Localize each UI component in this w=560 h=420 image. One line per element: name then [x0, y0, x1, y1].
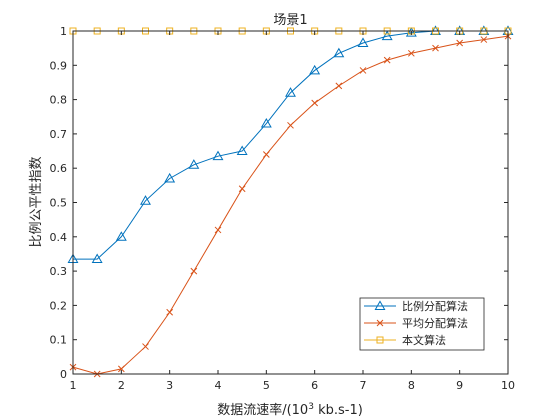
- x-axis-label-main: 数据流速率/(10: [217, 402, 308, 418]
- marker-stroke: [238, 185, 246, 193]
- marker-stroke: [214, 226, 222, 234]
- legend-item-2: 平均分配算法: [364, 316, 468, 330]
- marker-stroke: [311, 99, 319, 107]
- legend-label: 本文算法: [402, 333, 446, 347]
- x-axis-label: 数据流速率/(103 kb.s-1): [217, 402, 363, 418]
- data-point: [236, 145, 248, 155]
- y-tick-label: 0.4: [50, 231, 68, 244]
- marker-stroke: [190, 267, 198, 275]
- x-tick-label: 8: [408, 379, 415, 392]
- tick-layer: 1 2 3 4 5 6 7 8 9 10 0 0.1 0.2 0.3 0.4 0.5 0.6 0.7 0.8 0.9 1: [50, 25, 516, 392]
- data-point: [238, 185, 246, 193]
- marker-stroke: [335, 82, 343, 90]
- marker-stroke: [166, 308, 174, 316]
- y-tick-label: 0.9: [50, 59, 68, 72]
- x-tick-label: 9: [456, 379, 463, 392]
- data-point: [311, 99, 319, 107]
- data-point: [166, 308, 174, 316]
- data-point: [357, 37, 369, 47]
- data-point: [381, 30, 393, 41]
- data-point: [335, 82, 343, 90]
- x-tick-label: 3: [166, 379, 173, 392]
- data-point: [287, 121, 294, 129]
- y-tick-label: 0.7: [50, 128, 68, 141]
- data-point: [333, 47, 345, 58]
- data-point: [383, 56, 391, 64]
- data-point: [260, 118, 272, 128]
- x-tick-label: 2: [118, 379, 125, 392]
- y-tick-label: 0.5: [50, 197, 68, 210]
- x-tick-label: 7: [360, 379, 367, 392]
- legend-marker: [374, 300, 386, 310]
- marker-stroke: [376, 319, 384, 327]
- data-point: [190, 267, 198, 275]
- x-axis-label-tail: kb.s-1): [314, 403, 363, 418]
- marker-stroke: [262, 151, 270, 158]
- series-layer: [67, 25, 514, 378]
- x-tick-label: 4: [215, 379, 222, 392]
- data-point: [262, 151, 270, 158]
- marker-stroke: [287, 121, 294, 129]
- legend-marker: [376, 319, 384, 327]
- y-tick-label: 1: [60, 25, 67, 38]
- x-tick-label: 5: [263, 379, 270, 392]
- data-point: [309, 64, 321, 75]
- data-point: [115, 231, 127, 241]
- data-point: [142, 343, 149, 350]
- data-point: [140, 195, 151, 205]
- marker-stroke: [456, 39, 464, 47]
- y-tick-label: 0.6: [50, 162, 68, 175]
- marker-stroke: [359, 67, 367, 74]
- marker-stroke: [432, 44, 439, 52]
- y-tick-label: 0.8: [50, 94, 68, 107]
- data-point: [91, 253, 103, 264]
- x-axis-label-sup: 3: [308, 402, 314, 412]
- legend-label: 比例分配算法: [402, 299, 468, 313]
- marker-stroke: [480, 36, 488, 43]
- data-point: [117, 365, 125, 373]
- legend-marker: [376, 336, 384, 344]
- data-point: [432, 44, 439, 52]
- legend-item-3: 本文算法: [364, 333, 446, 347]
- x-tick-label: 6: [311, 379, 318, 392]
- y-tick-label: 0: [60, 368, 67, 381]
- data-point: [480, 36, 488, 43]
- data-point: [212, 150, 224, 161]
- data-point: [164, 172, 176, 183]
- chart-title: 场景1: [273, 13, 307, 28]
- marker-stroke: [142, 343, 149, 350]
- y-tick-label: 0.1: [50, 334, 68, 347]
- legend-item-1: 比例分配算法: [364, 299, 468, 313]
- y-tick-label: 0.2: [50, 299, 68, 312]
- data-point: [407, 49, 415, 57]
- x-tick-label: 1: [70, 379, 77, 392]
- data-point: [188, 159, 200, 169]
- data-point: [214, 226, 222, 234]
- marker-stroke: [407, 49, 415, 57]
- marker-stroke: [117, 365, 125, 373]
- data-point: [285, 87, 296, 97]
- y-tick-label: 0.3: [50, 265, 68, 278]
- data-point: [456, 39, 464, 47]
- legend-label: 平均分配算法: [402, 316, 468, 330]
- data-point: [405, 27, 417, 37]
- data-point: [359, 67, 367, 74]
- marker-stroke: [383, 56, 391, 64]
- x-tick-label: 10: [501, 379, 515, 392]
- y-axis-label: 比例公平性指数: [29, 156, 44, 247]
